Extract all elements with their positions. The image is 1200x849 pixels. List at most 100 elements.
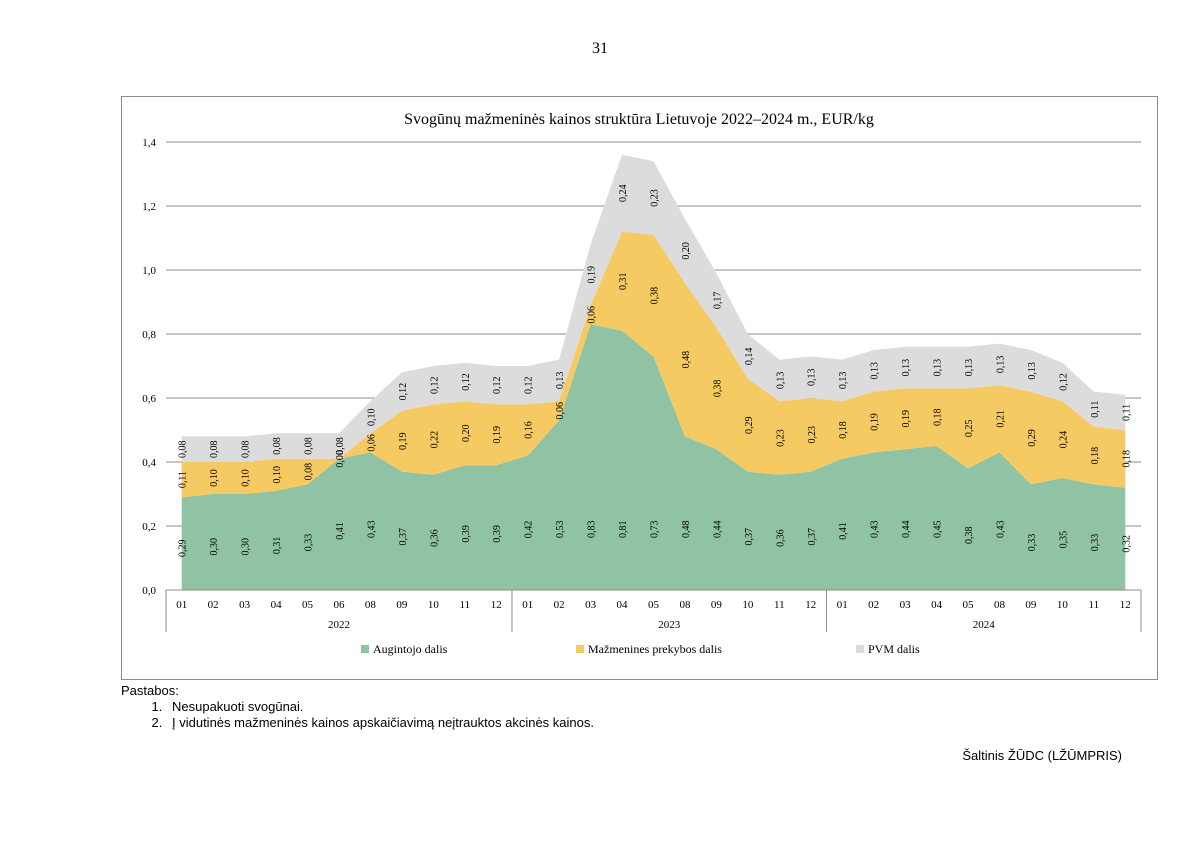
x-tick-label: 12 — [1120, 599, 1131, 611]
note-item: Į vidutinės mažmeninės kainos apskaičiav… — [166, 715, 594, 731]
data-label: 0,42 — [524, 521, 535, 539]
data-label: 0,29 — [744, 416, 755, 434]
x-tick-label: 08 — [679, 599, 691, 611]
x-tick-label: 05 — [648, 599, 660, 611]
data-label: 0,06 — [366, 434, 377, 452]
data-label: 0,30 — [209, 538, 220, 556]
x-tick-label: 04 — [931, 599, 943, 611]
y-tick-label: 1,2 — [142, 201, 156, 213]
x-tick-label: 02 — [868, 599, 879, 611]
data-label: 0,14 — [744, 348, 755, 366]
data-label: 0,43 — [995, 520, 1006, 538]
data-label: 0,13 — [555, 372, 566, 390]
data-label: 0,31 — [272, 537, 283, 555]
x-tick-label: 03 — [900, 599, 912, 611]
x-tick-label: 06 — [333, 599, 345, 611]
x-tick-label: 09 — [396, 599, 408, 611]
year-label: 2023 — [658, 619, 681, 631]
data-label: 0,11 — [1090, 401, 1101, 418]
area-series-group — [181, 154, 1126, 590]
x-tick-label: 09 — [1025, 599, 1037, 611]
data-label: 0,13 — [995, 356, 1006, 374]
notes-heading: Pastabos: — [121, 683, 179, 698]
data-label: 0,12 — [461, 373, 472, 391]
x-tick-label: 10 — [428, 599, 440, 611]
x-tick-label: 01 — [522, 599, 533, 611]
x-tick-label: 12 — [805, 599, 816, 611]
data-label: 0,41 — [335, 522, 346, 540]
data-label: 0,11 — [1121, 404, 1132, 421]
x-tick-label: 11 — [459, 599, 470, 611]
y-tick-label: 0,6 — [142, 393, 156, 405]
notes: Pastabos: Nesupakuoti svogūnai. Į viduti… — [121, 683, 594, 731]
legend-label: Mažmenines prekybos dalis — [588, 642, 722, 656]
data-label: 0,10 — [272, 466, 283, 484]
x-tick-label: 08 — [994, 599, 1006, 611]
area-pvm-dalis — [181, 154, 1126, 463]
data-label: 0,39 — [492, 525, 503, 543]
data-label: 0,08 — [335, 437, 346, 455]
data-label: 0,35 — [1058, 531, 1069, 549]
y-tick-label: 0,4 — [142, 457, 156, 469]
data-label: 0,08 — [272, 437, 283, 455]
data-label: 0,38 — [964, 527, 975, 545]
x-tick-label: 03 — [239, 599, 251, 611]
y-tick-label: 0,0 — [142, 585, 156, 597]
data-label: 0,12 — [429, 376, 440, 394]
chart-frame — [121, 96, 1158, 680]
data-label: 0,23 — [775, 429, 786, 447]
data-label: 0,81 — [618, 520, 629, 538]
data-label: 0,13 — [775, 372, 786, 390]
area-augintojo-dalis — [181, 324, 1126, 590]
data-label: 0,48 — [681, 520, 692, 538]
data-label: 0,13 — [838, 372, 849, 390]
data-label: 0,37 — [744, 528, 755, 546]
data-label: 0,33 — [304, 534, 315, 552]
data-label: 0,08 — [241, 440, 252, 458]
data-label: 0,19 — [901, 410, 912, 428]
data-label: 0,10 — [209, 469, 220, 487]
data-label: 0,18 — [933, 408, 944, 426]
data-label: 0,06 — [587, 306, 598, 324]
data-label: 0,29 — [178, 539, 189, 557]
y-tick-label: 1,0 — [142, 265, 156, 277]
x-tick-label: 01 — [176, 599, 187, 611]
data-label: 0,13 — [807, 368, 818, 386]
data-label: 0,43 — [366, 520, 377, 538]
data-label: 0,06 — [555, 402, 566, 420]
x-tick-label: 04 — [271, 599, 283, 611]
data-label: 0,20 — [461, 424, 472, 442]
data-label: 0,19 — [587, 266, 598, 284]
data-label: 0,10 — [366, 408, 377, 426]
x-tick-label: 01 — [837, 599, 848, 611]
data-label: 0,13 — [870, 362, 881, 380]
data-label: 0,00 — [335, 450, 346, 468]
data-label: 0,10 — [241, 469, 252, 487]
data-label: 0,12 — [398, 383, 409, 401]
x-tick-label: 09 — [711, 599, 723, 611]
year-label: 2022 — [328, 619, 350, 631]
data-label: 0,38 — [712, 380, 723, 398]
data-label: 0,73 — [650, 520, 661, 538]
data-label: 0,13 — [964, 359, 975, 377]
data-label: 0,23 — [650, 189, 661, 207]
data-label: 0,13 — [933, 359, 944, 377]
y-tick-label: 1,4 — [142, 137, 156, 149]
legend: Augintojo dalis Mažmenines prekybos dalis… — [361, 642, 920, 656]
data-label: 0,21 — [995, 410, 1006, 428]
data-label: 0,45 — [933, 520, 944, 538]
x-tick-label: 02 — [208, 599, 219, 611]
data-label: 0,19 — [398, 432, 409, 450]
data-label: 0,22 — [429, 431, 440, 449]
chart-title: Svogūnų mažmeninės kainos struktūra Liet… — [404, 111, 874, 128]
area-ma-menines-prekybos-dalis — [181, 231, 1126, 498]
data-label: 0,48 — [681, 351, 692, 369]
data-labels: 0,29 0,30 0,30 0,31 0,33 0,41 0,43 0,37 0,36 0,39… — [178, 184, 1133, 557]
data-label: 0,37 — [398, 528, 409, 546]
legend-swatch — [856, 645, 864, 653]
data-label: 0,43 — [870, 520, 881, 538]
data-label: 0,12 — [492, 376, 503, 394]
data-label: 0,23 — [807, 426, 818, 444]
legend-swatch — [361, 645, 369, 653]
x-tick-label: 02 — [554, 599, 565, 611]
